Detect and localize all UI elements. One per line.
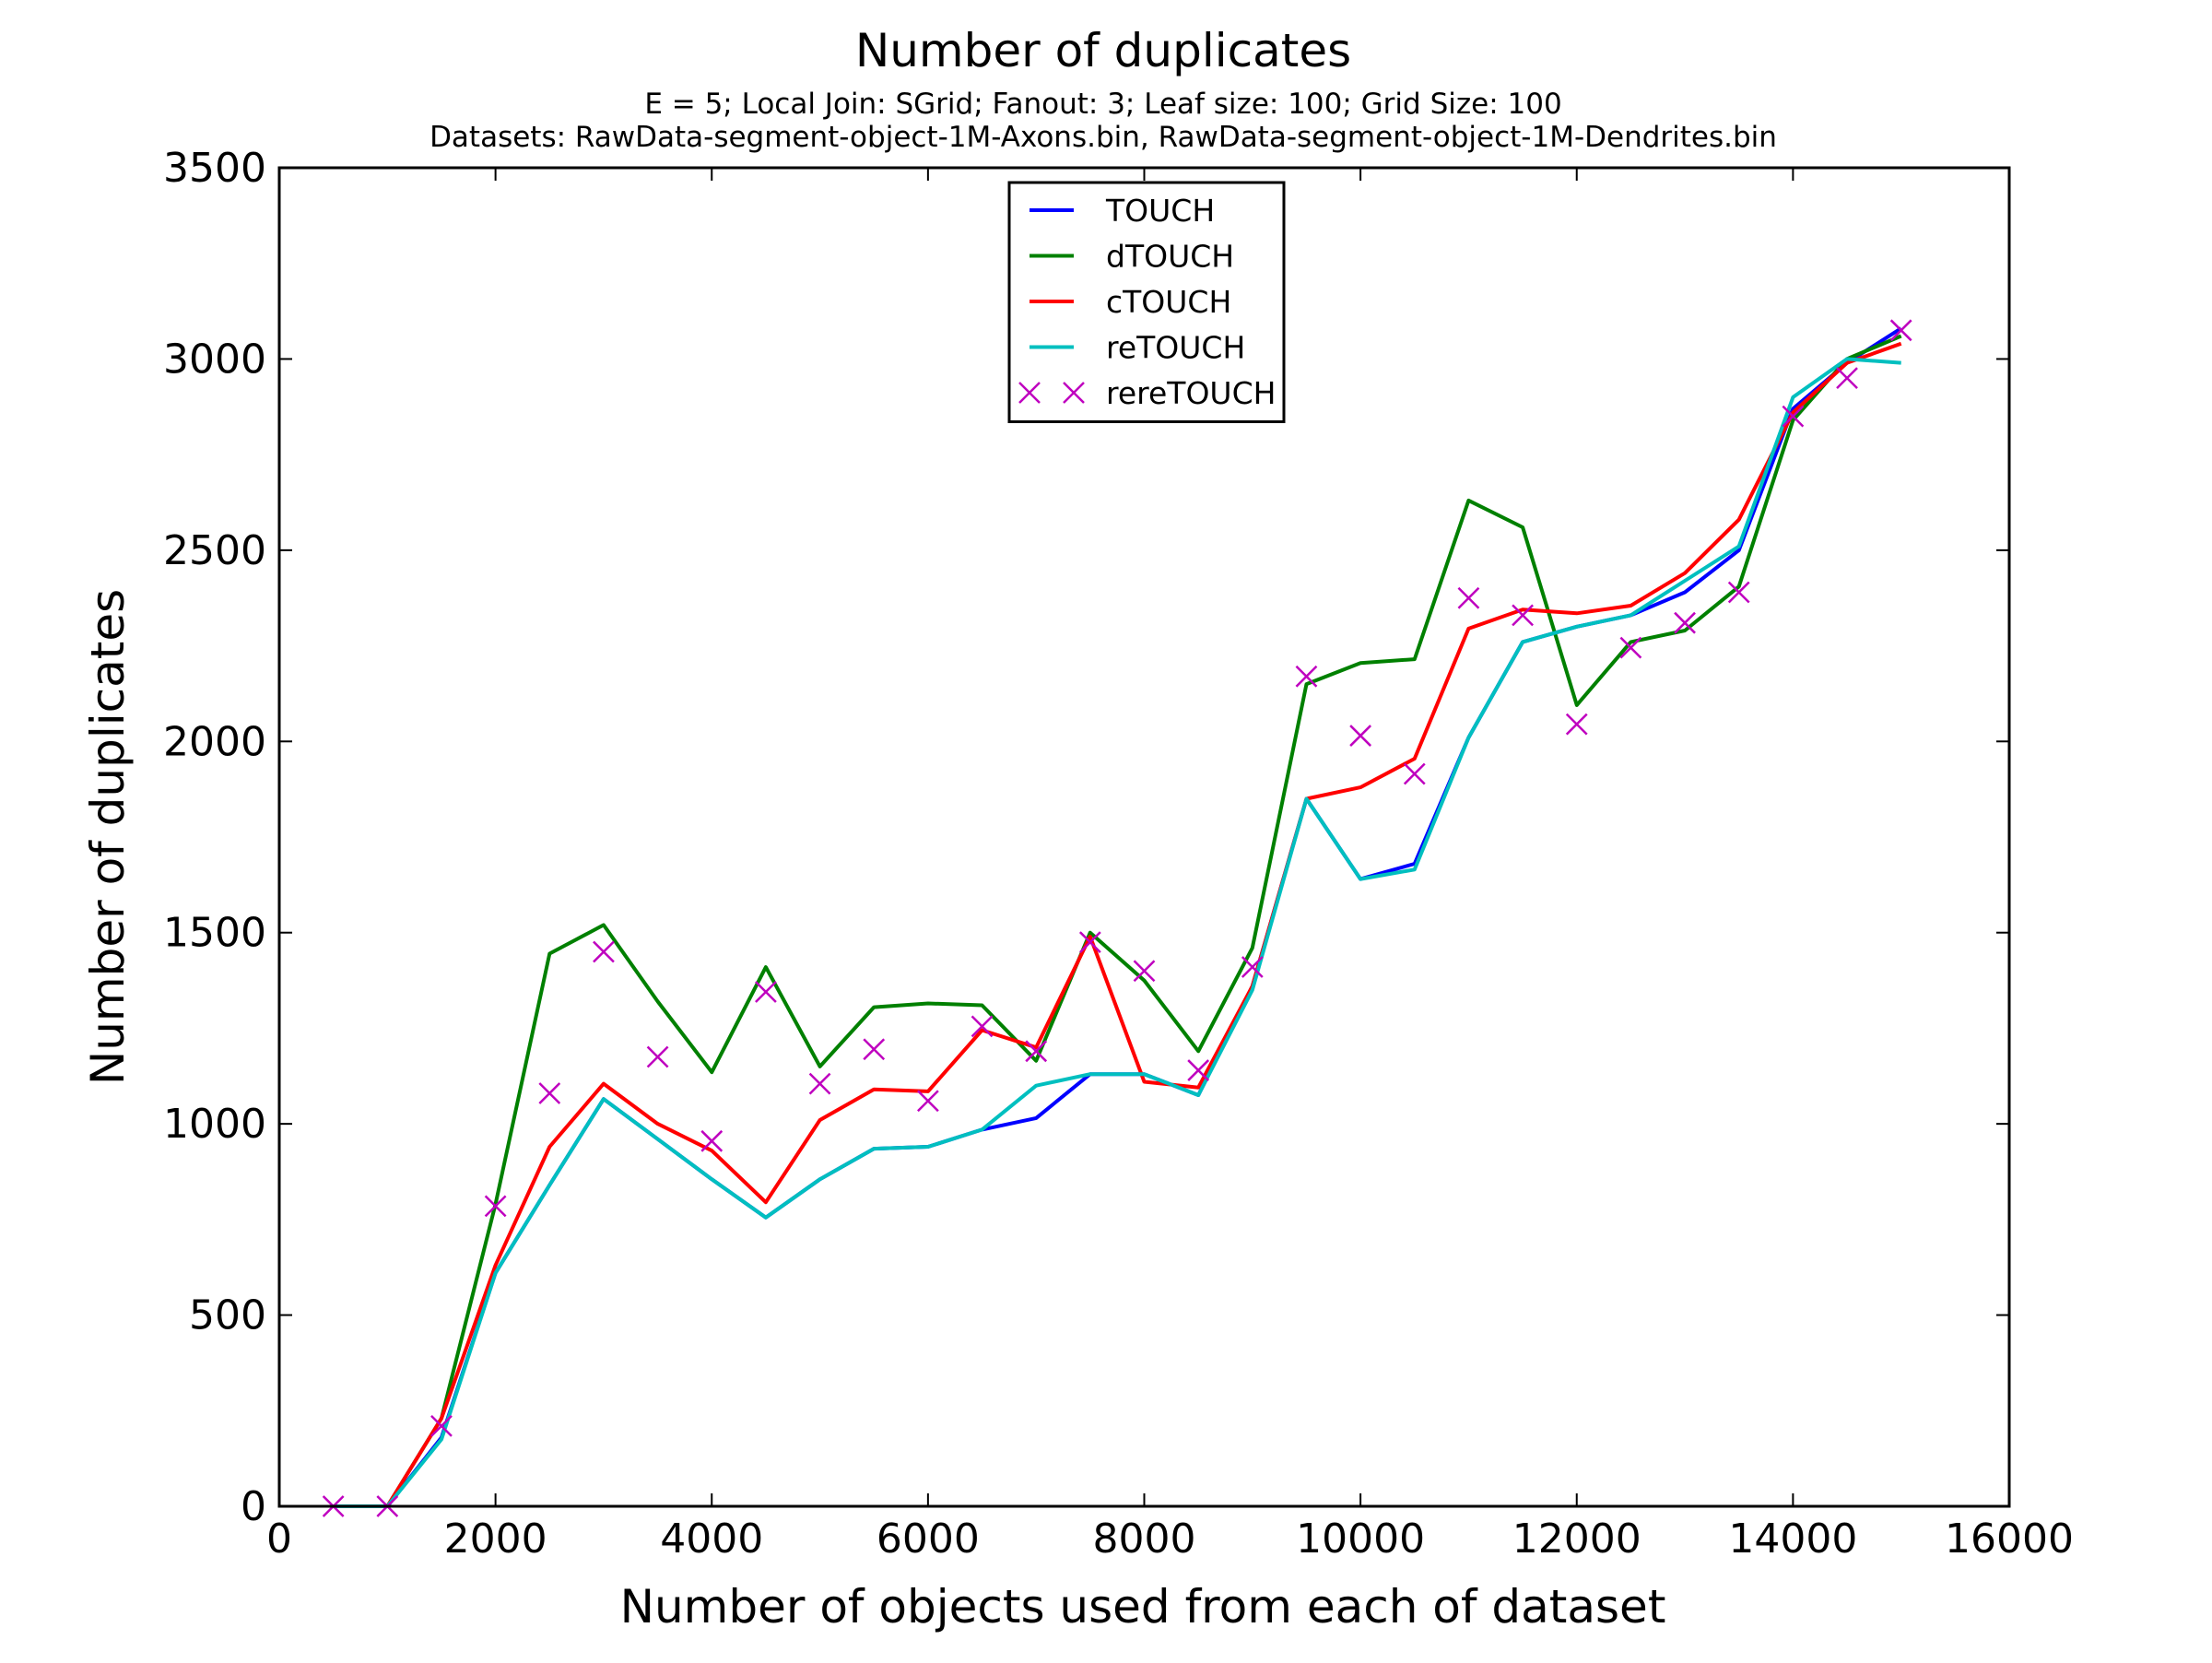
y-tick-label: 3500: [163, 145, 266, 192]
legend-label: rereTOUCH: [1106, 375, 1276, 411]
x-tick-label: 4000: [660, 1516, 763, 1563]
series-line-ctouch: [333, 341, 1902, 1508]
data-marker-reretouch: [755, 981, 777, 1003]
data-marker-reretouch: [971, 1015, 994, 1038]
data-marker-reretouch: [1187, 1059, 1210, 1081]
legend-label: dTOUCH: [1106, 239, 1234, 275]
y-axis-label: Number of duplicates: [81, 589, 135, 1085]
series-line-retouch: [333, 357, 1901, 1508]
x-tick-label: 0: [266, 1516, 292, 1563]
data-marker-reretouch: [1025, 1040, 1048, 1063]
legend-item-ctouch: cTOUCH: [1030, 284, 1231, 320]
data-marker-reretouch: [1674, 611, 1696, 634]
y-tick-label: 0: [241, 1483, 266, 1530]
x-tick-label: 16000: [1945, 1516, 2074, 1563]
data-marker-reretouch: [1782, 405, 1805, 428]
legend-swatch: [1018, 382, 1041, 404]
data-marker-reretouch: [1836, 367, 1858, 390]
data-marker-reretouch: [1727, 581, 1750, 604]
legend: TOUCH dTOUCH cTOUCH reTOUCH rereTOUCH: [1007, 181, 1286, 423]
data-marker-reretouch: [1349, 725, 1372, 747]
legend-item-dtouch: dTOUCH: [1030, 239, 1234, 275]
chart-subtitle-line-1: E = 5; Local Join: SGrid; Fanout: 3; Lea…: [644, 88, 1561, 121]
data-marker-reretouch: [430, 1414, 453, 1437]
x-tick-label: 2000: [444, 1516, 547, 1563]
x-tick-label: 10000: [1296, 1516, 1425, 1563]
data-marker-reretouch: [1512, 604, 1534, 627]
ticks-layer: 0 2000 4000 6000 8000 10000 12000 14000 16000 0 50…: [163, 145, 2074, 1563]
y-tick-label: 1500: [163, 910, 266, 957]
x-axis-label: Number of objects used from each of data…: [620, 1580, 1666, 1634]
data-marker-reretouch: [1457, 586, 1480, 609]
data-marker-reretouch: [1565, 713, 1588, 736]
data-marker-reretouch: [808, 1072, 831, 1095]
y-tick-label: 2000: [163, 718, 266, 765]
data-marker-reretouch: [1241, 956, 1264, 978]
data-marker-reretouch: [1619, 636, 1642, 659]
y-tick-label: 1000: [163, 1101, 266, 1148]
data-marker-reretouch: [484, 1195, 507, 1218]
data-marker-reretouch: [1889, 319, 1912, 342]
data-marker-reretouch: [700, 1129, 724, 1152]
series-markers-reretouch: [322, 319, 1912, 1517]
legend-swatch: [1063, 382, 1085, 404]
data-marker-reretouch: [863, 1038, 886, 1061]
legend-item-retouch: reTOUCH: [1030, 330, 1245, 366]
y-tick-label: 500: [189, 1292, 266, 1339]
data-marker-reretouch: [916, 1090, 939, 1113]
chart-title: Number of duplicates: [855, 24, 1351, 77]
legend-item-reretouch: rereTOUCH: [1018, 375, 1276, 411]
x-tick-label: 8000: [1093, 1516, 1196, 1563]
legend-label: TOUCH: [1105, 193, 1215, 229]
y-tick-label: 2500: [163, 527, 266, 574]
data-marker-reretouch: [646, 1045, 669, 1068]
series-layer: [322, 319, 1912, 1517]
data-marker-reretouch: [1133, 960, 1156, 983]
chart-subtitle-line-2: Datasets: RawData-segment-object-1M-Axon…: [429, 121, 1777, 154]
y-tick-label: 3000: [163, 336, 266, 383]
data-marker-reretouch: [538, 1082, 561, 1104]
data-marker-reretouch: [1403, 762, 1426, 785]
legend-item-touch: TOUCH: [1030, 193, 1215, 229]
data-marker-reretouch: [593, 940, 615, 963]
legend-label: cTOUCH: [1106, 284, 1231, 320]
data-marker-reretouch: [1295, 665, 1318, 688]
legend-label: reTOUCH: [1106, 330, 1245, 366]
data-marker-reretouch: [1078, 931, 1101, 953]
x-tick-label: 14000: [1728, 1516, 1857, 1563]
x-tick-label: 12000: [1512, 1516, 1641, 1563]
x-tick-label: 6000: [877, 1516, 980, 1563]
